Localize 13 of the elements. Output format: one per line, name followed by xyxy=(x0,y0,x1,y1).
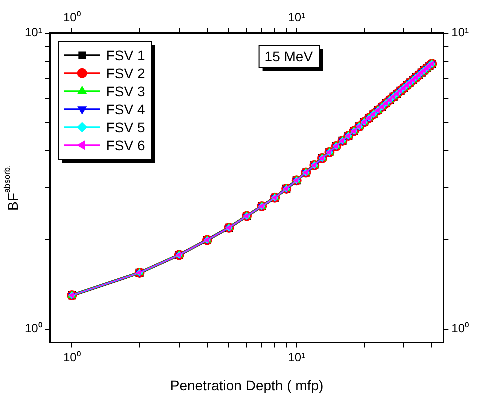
legend-label: FSV 6 xyxy=(106,137,146,154)
legend-label: FSV 4 xyxy=(106,101,146,118)
legend-label: FSV 1 xyxy=(106,47,146,64)
annotation: 15 MeV xyxy=(264,48,314,64)
text: 10⁰ xyxy=(63,10,81,25)
x-axis-title: Penetration Depth ( mfp) xyxy=(170,377,324,394)
legend-label: FSV 3 xyxy=(106,83,146,100)
y-axis-title: BFabsorb. xyxy=(2,165,21,212)
legend-label: FSV 5 xyxy=(106,119,146,136)
text: 10⁰ xyxy=(24,322,42,336)
text: 10¹ xyxy=(288,10,306,25)
text: 10¹ xyxy=(25,26,42,40)
legend-label: FSV 2 xyxy=(106,65,146,82)
